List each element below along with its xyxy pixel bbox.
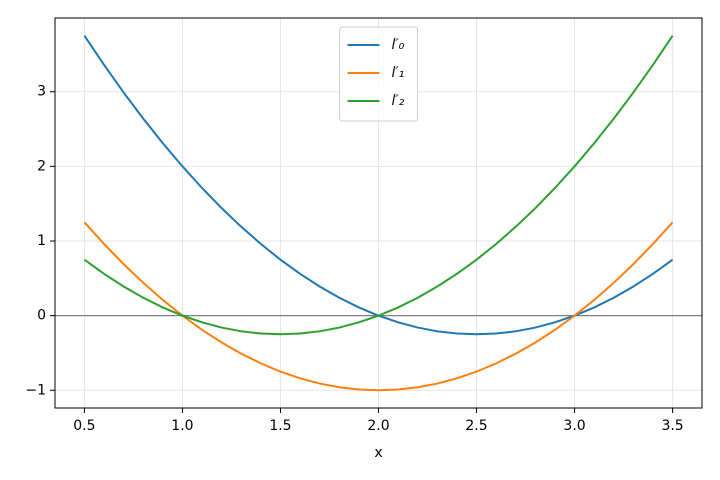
x-axis-label: x	[374, 445, 382, 461]
series-line	[83, 35, 674, 336]
x-tick-label: 3.0	[563, 418, 585, 434]
legend: l′₀ l′₁ l′₂	[339, 26, 418, 122]
y-tick-label: 1	[37, 233, 46, 249]
x-tick-label: 0.5	[73, 418, 95, 434]
legend-label: l′₁	[392, 65, 405, 81]
plot-frame	[54, 17, 703, 409]
x-tick-label: 2.5	[465, 418, 487, 434]
legend-label: l′₀	[392, 37, 405, 53]
x-tick-label: 1.5	[269, 418, 291, 434]
legend-label: l′₂	[392, 93, 405, 109]
x-tick-label: 3.5	[661, 418, 683, 434]
y-tick-label: −1	[25, 382, 46, 398]
x-tick-label: 2.0	[367, 418, 389, 434]
y-tick-label: 2	[37, 158, 46, 174]
y-tick-label: 3	[37, 84, 46, 100]
x-tick-label: 1.0	[171, 418, 193, 434]
y-tick-label: 0	[37, 308, 46, 324]
